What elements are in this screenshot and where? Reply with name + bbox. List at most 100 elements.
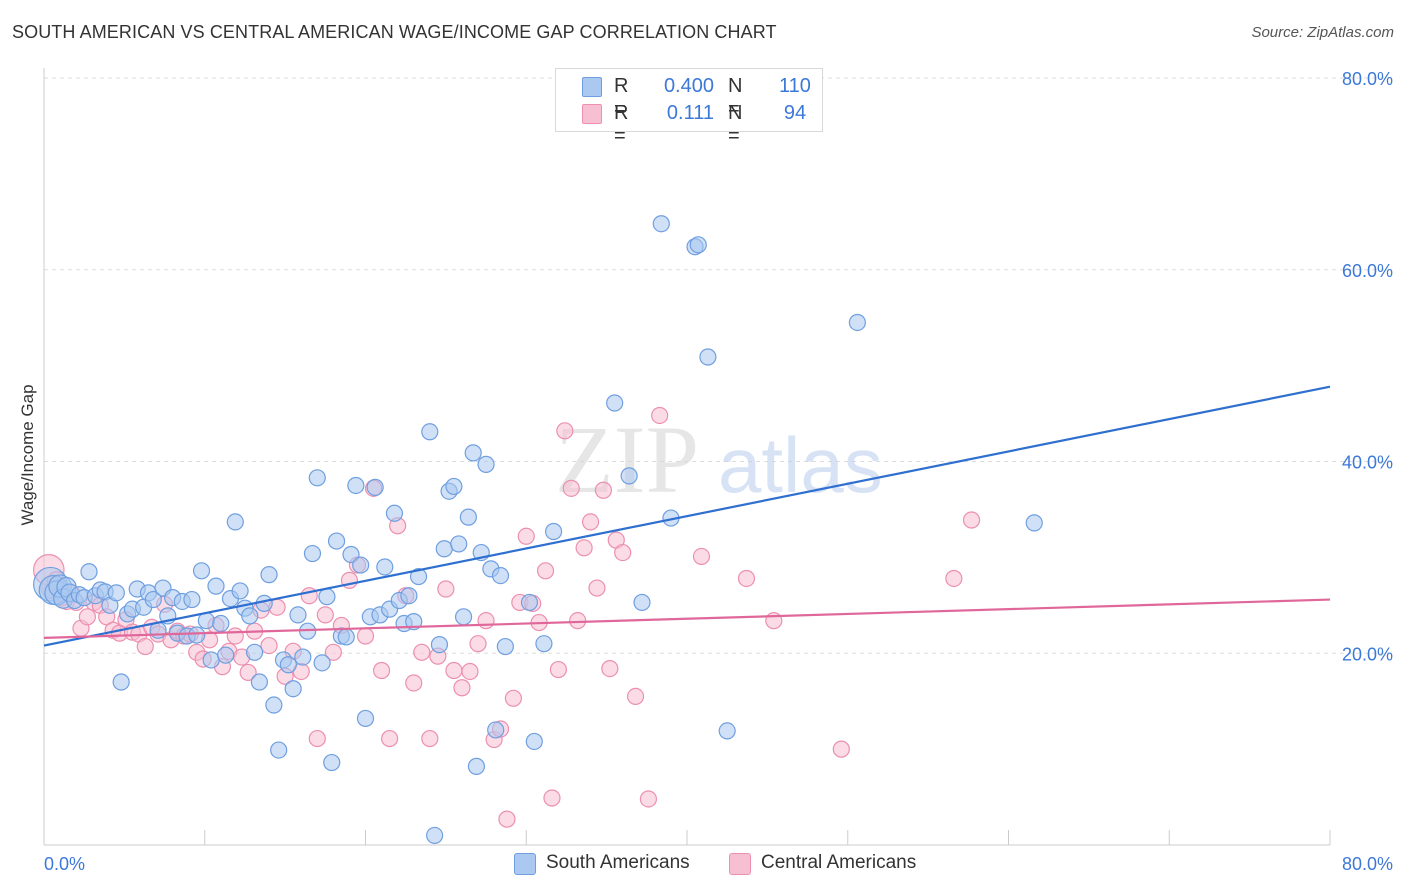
south-americans-point: [718, 722, 736, 740]
central-americans-point: [626, 687, 645, 705]
south-americans-point: [525, 732, 543, 751]
y-tick-label: 40.0%: [1342, 453, 1393, 473]
y-tick-label: 20.0%: [1342, 644, 1393, 664]
central-americans-point: [692, 547, 711, 566]
south-americans-point: [313, 654, 331, 672]
south-americans-point: [450, 535, 468, 553]
y-tick-label: 60.0%: [1342, 261, 1393, 281]
legend-r-label: R =: [614, 102, 629, 147]
legend-r-value: 0.400: [663, 75, 714, 97]
south-americans-point: [366, 478, 384, 496]
central-americans-point: [78, 608, 97, 626]
south-americans-point: [356, 709, 375, 728]
south-americans-point: [323, 753, 341, 772]
south-americans-point: [1025, 514, 1043, 532]
south-americans-point: [342, 545, 360, 564]
central-americans-point: [308, 729, 326, 748]
central-americans-point: [381, 729, 399, 748]
chart-title: SOUTH AMERICAN VS CENTRAL AMERICAN WAGE/…: [12, 22, 777, 42]
y-tick-label: 80.0%: [1342, 69, 1393, 89]
south-americans-point: [217, 646, 235, 664]
south-americans-point: [188, 626, 206, 644]
central-americans-point: [614, 543, 632, 562]
legend-r-label: R =: [614, 75, 629, 120]
central-americans-trend-line: [43, 598, 1331, 640]
south-americans-point: [652, 215, 670, 233]
tick-labels: 20.0% 40.0% 60.0% 80.0% 0.0% 80.0%: [44, 69, 1393, 874]
legend-swatch-blue: [514, 853, 536, 875]
central-americans-point: [477, 612, 495, 630]
south-americans-point: [144, 590, 162, 609]
south-americans-point: [270, 741, 288, 759]
south-americans-point: [376, 558, 394, 576]
south-americans-point: [112, 673, 130, 691]
legend-n-label: N =: [728, 102, 743, 147]
y-axis-label: Wage/Income Gap: [18, 384, 37, 526]
south-americans-point: [250, 673, 269, 691]
legend-n-value: 110: [779, 75, 811, 97]
south-americans-point: [207, 577, 225, 595]
south-americans-point: [241, 607, 259, 625]
south-americans-point: [308, 469, 326, 487]
south-americans-point: [454, 608, 473, 626]
south-americans-point: [260, 566, 278, 584]
x-tick-label: 0.0%: [44, 854, 85, 874]
chart-source: Source: ZipAtlas.com: [1251, 24, 1394, 41]
legend-n-label: N =: [728, 75, 743, 120]
central-americans-point: [421, 729, 439, 748]
south-americans-point: [80, 563, 98, 581]
south-americans-point: [352, 556, 370, 574]
south-americans-point: [445, 477, 463, 496]
south-americans-trend-line: [43, 385, 1331, 647]
central-americans-point: [260, 636, 278, 655]
south-americans-points: [33, 215, 1043, 845]
correlation-legend: R = 0.400 N = 110 R = 0.111 N = 94: [555, 68, 823, 147]
bottom-legend-label: South Americans: [546, 852, 690, 873]
central-americans-point: [651, 406, 669, 425]
central-americans-point: [601, 659, 619, 678]
central-americans-point: [832, 740, 850, 758]
central-americans-point: [504, 689, 522, 707]
south-americans-point: [337, 628, 355, 646]
central-americans-point: [588, 579, 606, 597]
south-americans-point: [202, 651, 220, 669]
axis-layer: [43, 68, 1331, 846]
watermark-zip: ZIP: [555, 406, 699, 513]
central-americans-point: [453, 679, 471, 697]
south-americans-point: [421, 423, 439, 441]
central-americans-point: [569, 612, 587, 630]
south-americans-point: [467, 757, 486, 775]
south-americans-point: [435, 540, 453, 558]
legend-swatch-blue: [582, 77, 602, 97]
legend-swatch-pink: [582, 104, 602, 124]
central-americans-point: [405, 674, 423, 692]
south-americans-point: [477, 455, 495, 473]
central-americans-point: [562, 479, 580, 497]
south-americans-point: [459, 508, 477, 526]
central-americans-point: [461, 662, 479, 681]
south-americans-point: [284, 680, 302, 698]
central-americans-point: [226, 627, 244, 645]
trend-lines: [43, 385, 1331, 647]
south-americans-point: [226, 513, 244, 531]
south-americans-point: [279, 656, 297, 674]
south-americans-point: [245, 643, 264, 661]
south-americans-point: [183, 590, 201, 609]
central-americans-point: [356, 627, 375, 645]
legend-n-value: 94: [783, 102, 807, 124]
central-americans-point: [239, 663, 257, 682]
central-americans-point: [498, 810, 516, 828]
central-americans-point: [737, 569, 756, 588]
south-americans-point: [265, 696, 283, 714]
central-americans-point: [372, 661, 391, 680]
central-americans-point: [581, 513, 600, 531]
central-americans-point: [136, 637, 154, 656]
central-americans-point: [945, 569, 963, 588]
south-americans-point: [400, 587, 418, 605]
south-americans-point: [464, 444, 482, 462]
central-americans-point: [575, 539, 593, 557]
bottom-legend-label: Central Americans: [761, 852, 917, 873]
central-americans-point: [639, 790, 658, 808]
south-americans-point: [520, 593, 539, 612]
